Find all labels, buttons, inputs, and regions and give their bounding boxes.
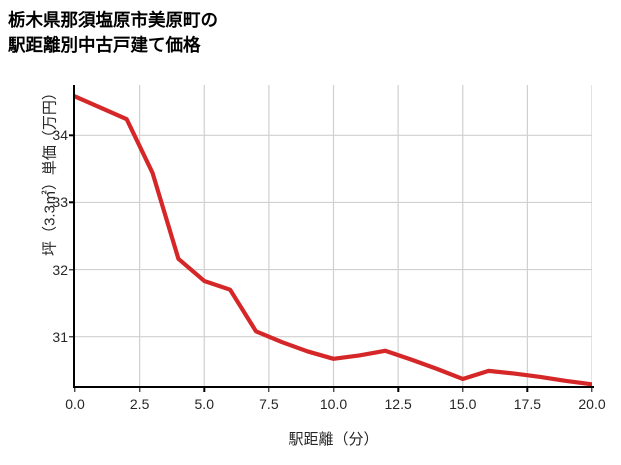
series-lines <box>75 94 592 387</box>
x-tick-label: 0.0 <box>65 396 85 412</box>
y-tick-mark <box>69 134 73 137</box>
y-tick-mark <box>69 201 73 204</box>
x-tick-mark <box>397 388 399 392</box>
x-axis-title: 駅距離（分） <box>288 431 379 448</box>
grid-lines <box>75 85 592 387</box>
x-tick-label: 15.0 <box>449 396 477 412</box>
x-tick-label: 5.0 <box>194 396 214 412</box>
y-axis-spine <box>73 85 75 388</box>
x-tick-mark <box>74 388 76 392</box>
plot-svg <box>75 85 592 387</box>
x-tick-label: 12.5 <box>384 396 412 412</box>
x-tick-mark <box>526 388 529 392</box>
data-line-series-0 <box>75 94 592 387</box>
x-tick-mark <box>591 388 593 392</box>
x-tick-mark <box>203 388 205 392</box>
x-tick-mark <box>268 388 270 392</box>
x-axis-spine <box>73 386 594 388</box>
x-tick-label: 2.5 <box>129 396 150 412</box>
y-tick-label: 32 <box>52 261 68 278</box>
y-tick-label: 33 <box>52 194 68 211</box>
x-tick-label: 10.0 <box>319 396 348 412</box>
chart-title: 栃木県那須塩原市美原町の 駅距離別中古戸建て価格 <box>8 10 218 55</box>
y-tick-label: 34 <box>52 127 68 144</box>
x-tick-mark <box>332 388 335 392</box>
y-tick-label: 31 <box>52 328 68 345</box>
plot-area <box>75 85 592 387</box>
x-tick-mark <box>462 388 464 392</box>
x-tick-label: 20.0 <box>578 396 606 412</box>
x-tick-mark <box>138 388 141 392</box>
y-tick-mark <box>69 268 73 271</box>
x-tick-label: 17.5 <box>513 396 541 412</box>
y-tick-mark <box>69 335 73 338</box>
y-axis-title: 坪（3.3㎡）単価（万円） <box>41 85 59 256</box>
x-tick-label: 7.5 <box>259 396 279 412</box>
